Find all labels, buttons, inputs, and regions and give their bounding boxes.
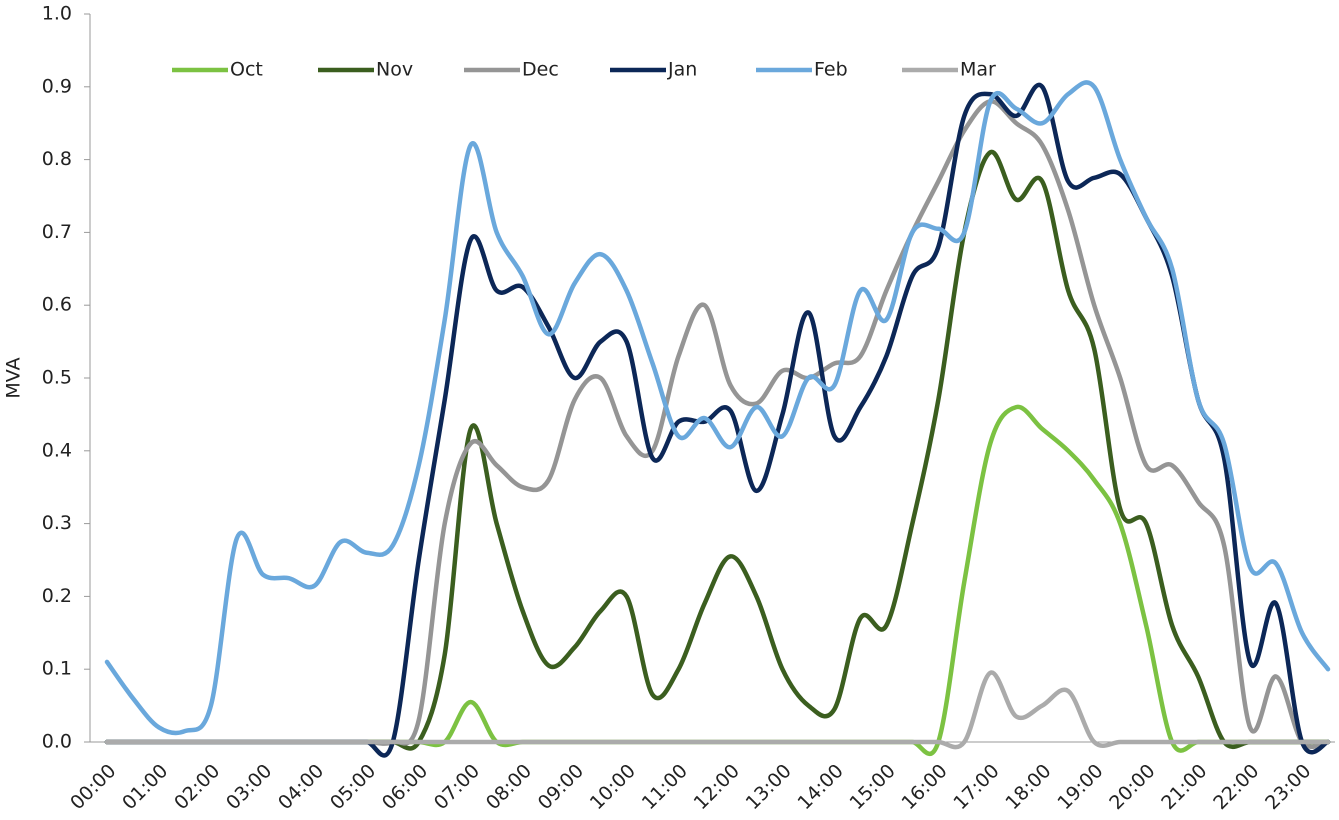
x-tick-label: 19:00	[1053, 760, 1107, 814]
x-tick-label: 09:00	[534, 760, 588, 814]
x-tick-label: 07:00	[430, 760, 484, 814]
x-tick-label: 16:00	[897, 760, 951, 814]
y-tick-label: 0.4	[42, 439, 72, 461]
y-tick-label: 0.3	[42, 512, 72, 534]
series-line	[104, 82, 1331, 758]
x-tick-label: 15:00	[846, 760, 900, 814]
x-tick-label: 20:00	[1105, 760, 1159, 814]
y-tick-label: 0.9	[42, 75, 72, 97]
y-tick-label: 0.8	[42, 148, 72, 170]
y-tick-label: 0.7	[42, 221, 72, 243]
legend-label: Nov	[376, 59, 413, 81]
x-tick-label: 18:00	[1001, 760, 1055, 814]
y-tick-label: 1.0	[42, 3, 72, 25]
legend-label: Dec	[522, 59, 559, 81]
y-tick-label: 0.2	[42, 585, 72, 607]
x-tick-label: 22:00	[1209, 760, 1263, 814]
legend-label: Mar	[960, 59, 996, 81]
legend-label: Oct	[230, 59, 263, 81]
x-tick-label: 23:00	[1261, 760, 1315, 814]
series-line	[104, 99, 1331, 750]
x-tick-label: 14:00	[794, 760, 848, 814]
x-tick-label: 04:00	[274, 760, 328, 814]
series-line	[104, 80, 1331, 736]
x-tick-label: 13:00	[742, 760, 796, 814]
x-tick-label: 03:00	[222, 760, 276, 814]
x-tick-label: 00:00	[66, 760, 120, 814]
x-tick-label: 06:00	[378, 760, 432, 814]
y-tick-label: 0.1	[42, 658, 72, 680]
series-line	[104, 670, 1331, 750]
x-tick-label: 17:00	[949, 760, 1003, 814]
x-tick-label: 05:00	[326, 760, 380, 814]
x-tick-label: 10:00	[586, 760, 640, 814]
legend-label: Feb	[814, 59, 848, 81]
y-tick-label: 0.6	[42, 294, 72, 316]
x-tick-label: 08:00	[482, 760, 536, 814]
y-tick-label: 0.0	[42, 731, 72, 753]
y-tick-label: 0.5	[42, 367, 72, 389]
y-axis-label: MVA	[3, 357, 25, 398]
x-tick-label: 11:00	[638, 760, 692, 814]
x-tick-label: 21:00	[1157, 760, 1211, 814]
x-tick-label: 01:00	[118, 760, 172, 814]
series-line	[104, 150, 1331, 751]
x-tick-label: 12:00	[690, 760, 744, 814]
legend-label: Jan	[667, 59, 697, 81]
x-tick-label: 02:00	[170, 760, 224, 814]
